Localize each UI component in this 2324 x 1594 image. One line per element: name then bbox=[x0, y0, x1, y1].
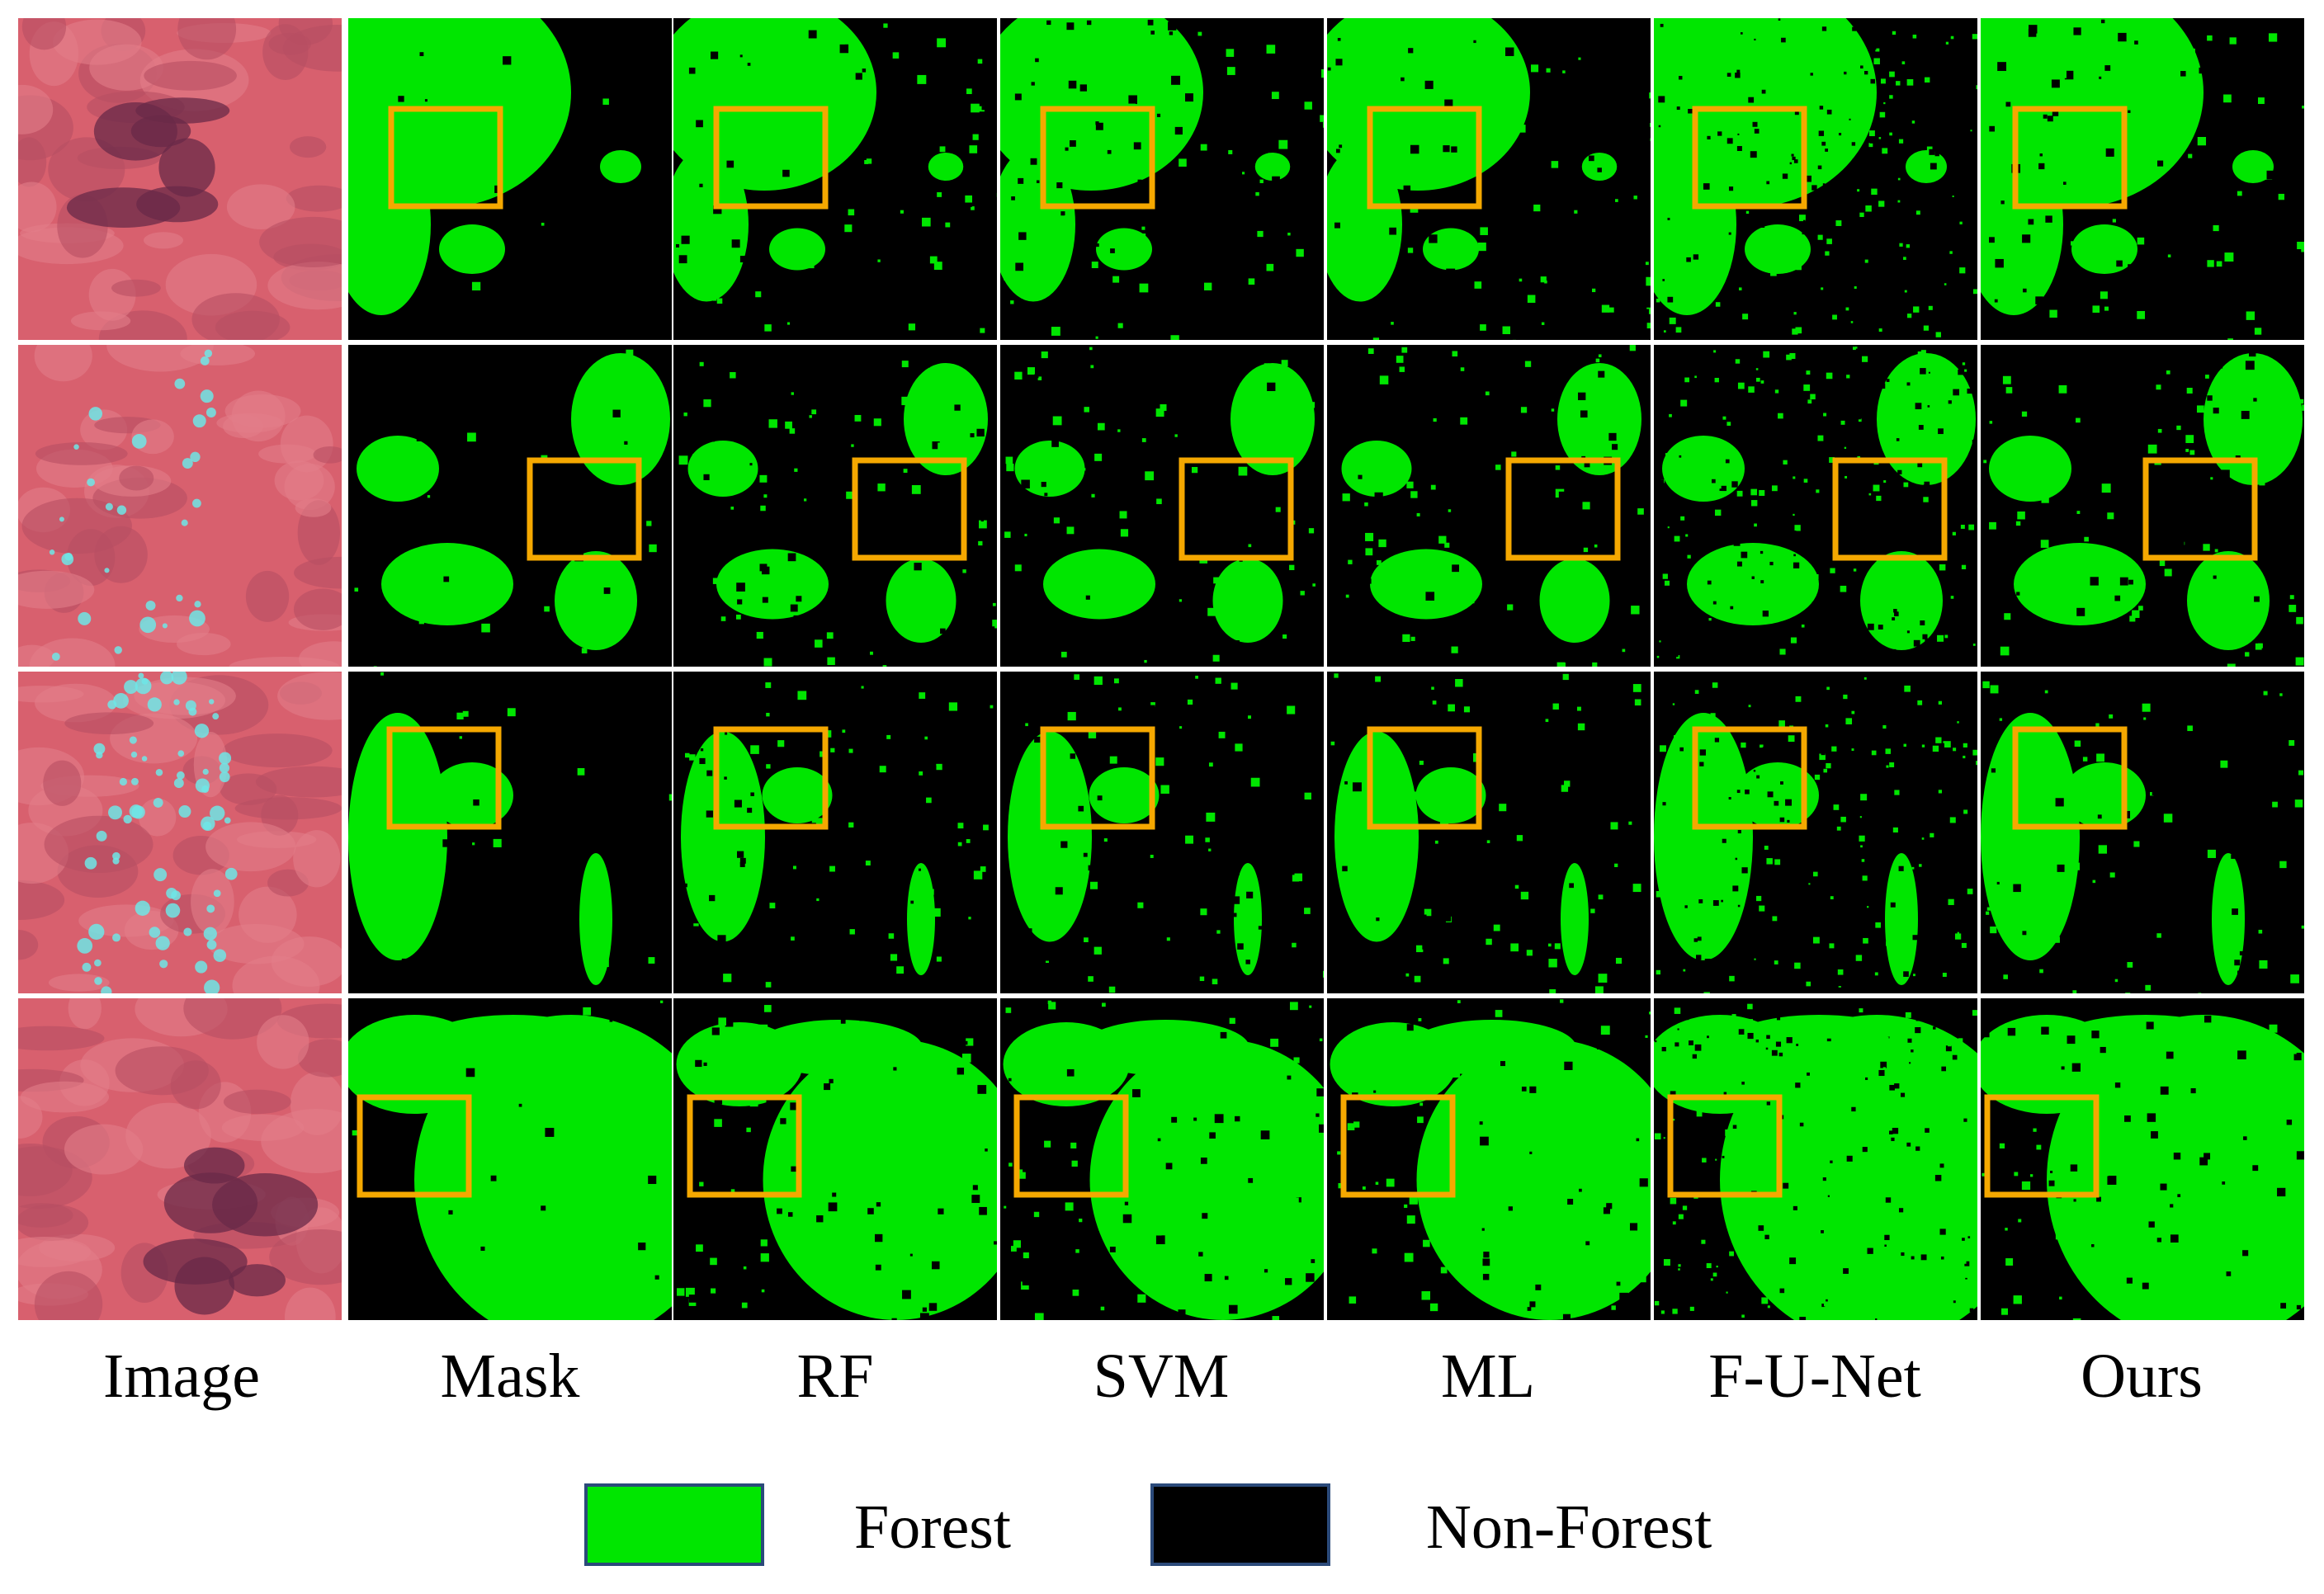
tile-image-row-2 bbox=[18, 345, 342, 667]
column-label-svm: SVM bbox=[1093, 1342, 1230, 1411]
legend-label-forest: Forest bbox=[854, 1493, 1011, 1562]
tile-svm-row-1 bbox=[1000, 18, 1324, 340]
tile-f-u-net-row-4 bbox=[1654, 998, 1977, 1320]
tile-mask-row-1 bbox=[348, 18, 672, 340]
column-label-image: Image bbox=[103, 1342, 260, 1411]
tile-image-row-4 bbox=[18, 998, 342, 1320]
tile-ml-row-3 bbox=[1327, 672, 1651, 993]
column-label-rf: RF bbox=[796, 1342, 874, 1411]
tile-mask-row-4 bbox=[348, 998, 672, 1320]
tile-f-u-net-row-3 bbox=[1654, 672, 1977, 993]
tile-mask-row-2 bbox=[348, 345, 672, 667]
column-label-f-u-net: F-U-Net bbox=[1708, 1342, 1921, 1411]
tile-ours-row-2 bbox=[1981, 345, 2304, 667]
legend-swatch-non-forest bbox=[1150, 1483, 1330, 1566]
tile-svm-row-2 bbox=[1000, 345, 1324, 667]
tile-image-row-1 bbox=[18, 18, 342, 340]
tile-ml-row-4 bbox=[1327, 998, 1651, 1320]
legend-label-non-forest: Non-Forest bbox=[1426, 1493, 1712, 1562]
tile-rf-row-2 bbox=[673, 345, 997, 667]
tile-ml-row-2 bbox=[1327, 345, 1651, 667]
tile-rf-row-4 bbox=[673, 998, 997, 1320]
tile-rf-row-1 bbox=[673, 18, 997, 340]
tile-ours-row-4 bbox=[1981, 998, 2304, 1320]
tile-rf-row-3 bbox=[673, 672, 997, 993]
column-label-mask: Mask bbox=[440, 1342, 580, 1411]
tile-f-u-net-row-2 bbox=[1654, 345, 1977, 667]
column-label-ours: Ours bbox=[2081, 1342, 2203, 1411]
legend-swatch-forest bbox=[584, 1483, 764, 1566]
tile-mask-row-3 bbox=[348, 672, 672, 993]
tile-ours-row-1 bbox=[1981, 18, 2304, 340]
tile-ours-row-3 bbox=[1981, 672, 2304, 993]
tile-svm-row-4 bbox=[1000, 998, 1324, 1320]
tile-svm-row-3 bbox=[1000, 672, 1324, 993]
column-label-ml: ML bbox=[1441, 1342, 1535, 1411]
tile-f-u-net-row-1 bbox=[1654, 18, 1977, 340]
tile-ml-row-1 bbox=[1327, 18, 1651, 340]
tile-image-row-3 bbox=[18, 672, 342, 993]
